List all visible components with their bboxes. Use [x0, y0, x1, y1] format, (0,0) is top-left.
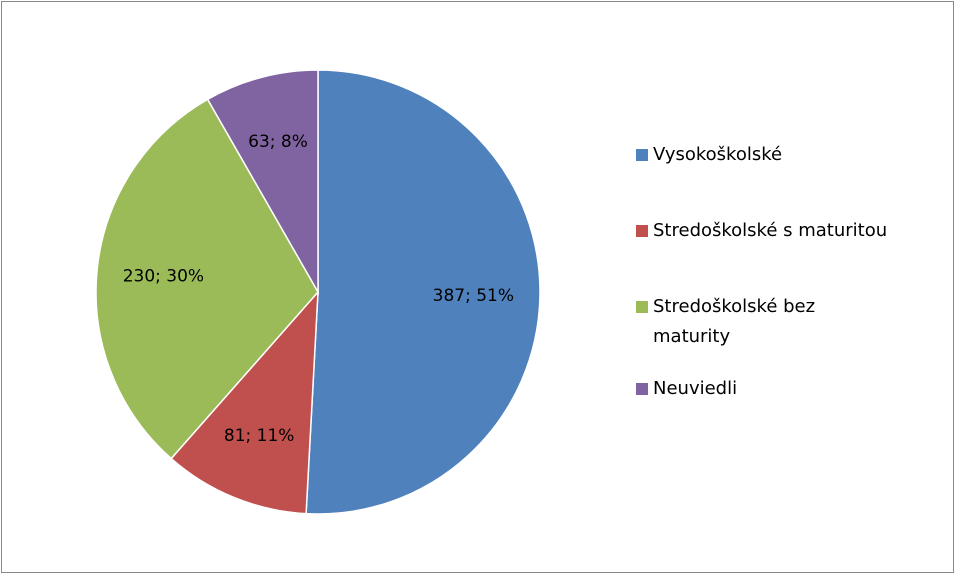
data-label: 63; 8% [248, 132, 308, 152]
legend-item: Vysokoškolské [636, 140, 936, 170]
legend-swatch [636, 383, 648, 395]
pie-slice [95, 98, 319, 460]
data-label: 230; 30% [123, 266, 204, 286]
legend-swatch [636, 225, 648, 237]
legend-label: Vysokoškolské [653, 144, 783, 165]
legend: Vysokoškolské Stredoškolské s maturitou St… [636, 140, 936, 450]
legend-item: Stredoškolské s maturitou [636, 216, 936, 246]
legend-label: Stredoškolské bez maturity [653, 296, 816, 347]
legend-item: Stredoškolské bez maturity [636, 292, 936, 352]
pie-slice [206, 69, 319, 295]
legend-swatch [636, 301, 648, 313]
data-label: 81; 11% [224, 426, 295, 446]
legend-label: Stredoškolské s maturitou [653, 220, 888, 241]
legend-item: Neuviedli [636, 374, 936, 404]
pie-slice [170, 289, 319, 515]
pie-slice [305, 69, 541, 515]
data-label: 387; 51% [433, 286, 514, 306]
legend-label: Neuviedli [653, 378, 738, 399]
legend-swatch [636, 149, 648, 161]
